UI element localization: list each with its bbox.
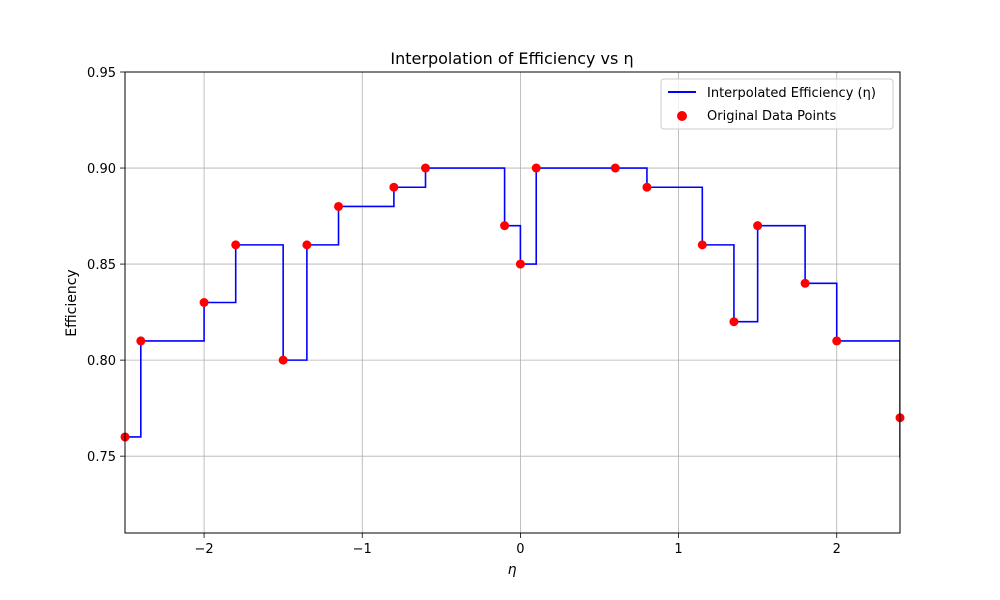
y-axis-label: Efficiency (64, 269, 80, 336)
points-layer (120, 163, 905, 442)
x-tick-label: 0 (516, 542, 524, 557)
original-data-point (136, 336, 146, 346)
original-data-point (697, 240, 707, 250)
x-tick-label: 2 (833, 542, 841, 557)
x-axis-label: η (508, 562, 517, 578)
x-tick-label: 1 (674, 542, 682, 557)
original-data-point (278, 355, 288, 365)
y-tick-label: 0.75 (87, 450, 116, 465)
legend-point-swatch (677, 111, 687, 121)
original-data-point (642, 182, 652, 192)
x-tick-label: −1 (353, 542, 372, 557)
original-data-point (231, 240, 241, 250)
original-data-point (800, 278, 810, 288)
chart-title: Interpolation of Efficiency vs η (390, 49, 633, 68)
plot-frame (124, 71, 901, 534)
interpolated-efficiency-line (125, 167, 900, 458)
axes: −2 −1 0 1 2 0.75 0.80 0.85 0.90 0.95 (87, 66, 841, 557)
original-data-point (531, 163, 541, 173)
original-data-point (515, 259, 525, 269)
original-data-point (389, 182, 399, 192)
y-tick-label: 0.95 (87, 66, 116, 81)
original-data-point (302, 240, 312, 250)
y-tick-label: 0.85 (87, 258, 116, 273)
original-data-point (421, 163, 431, 173)
original-data-point (334, 201, 344, 211)
y-tick-label: 0.90 (87, 162, 116, 177)
x-tick-label: −2 (194, 542, 213, 557)
y-tick-label: 0.80 (87, 354, 116, 369)
original-data-point (753, 221, 763, 231)
original-data-point (610, 163, 620, 173)
legend-label-interpolated: Interpolated Efficiency (η) (707, 86, 876, 101)
original-data-point (199, 298, 209, 307)
original-data-point (500, 221, 510, 231)
original-data-point (832, 336, 842, 346)
legend-label-original: Original Data Points (707, 109, 836, 124)
legend: Interpolated Efficiency (η) Original Dat… (660, 78, 894, 130)
original-data-point (729, 317, 739, 327)
data-layer (125, 167, 900, 458)
legend-box (660, 78, 894, 130)
